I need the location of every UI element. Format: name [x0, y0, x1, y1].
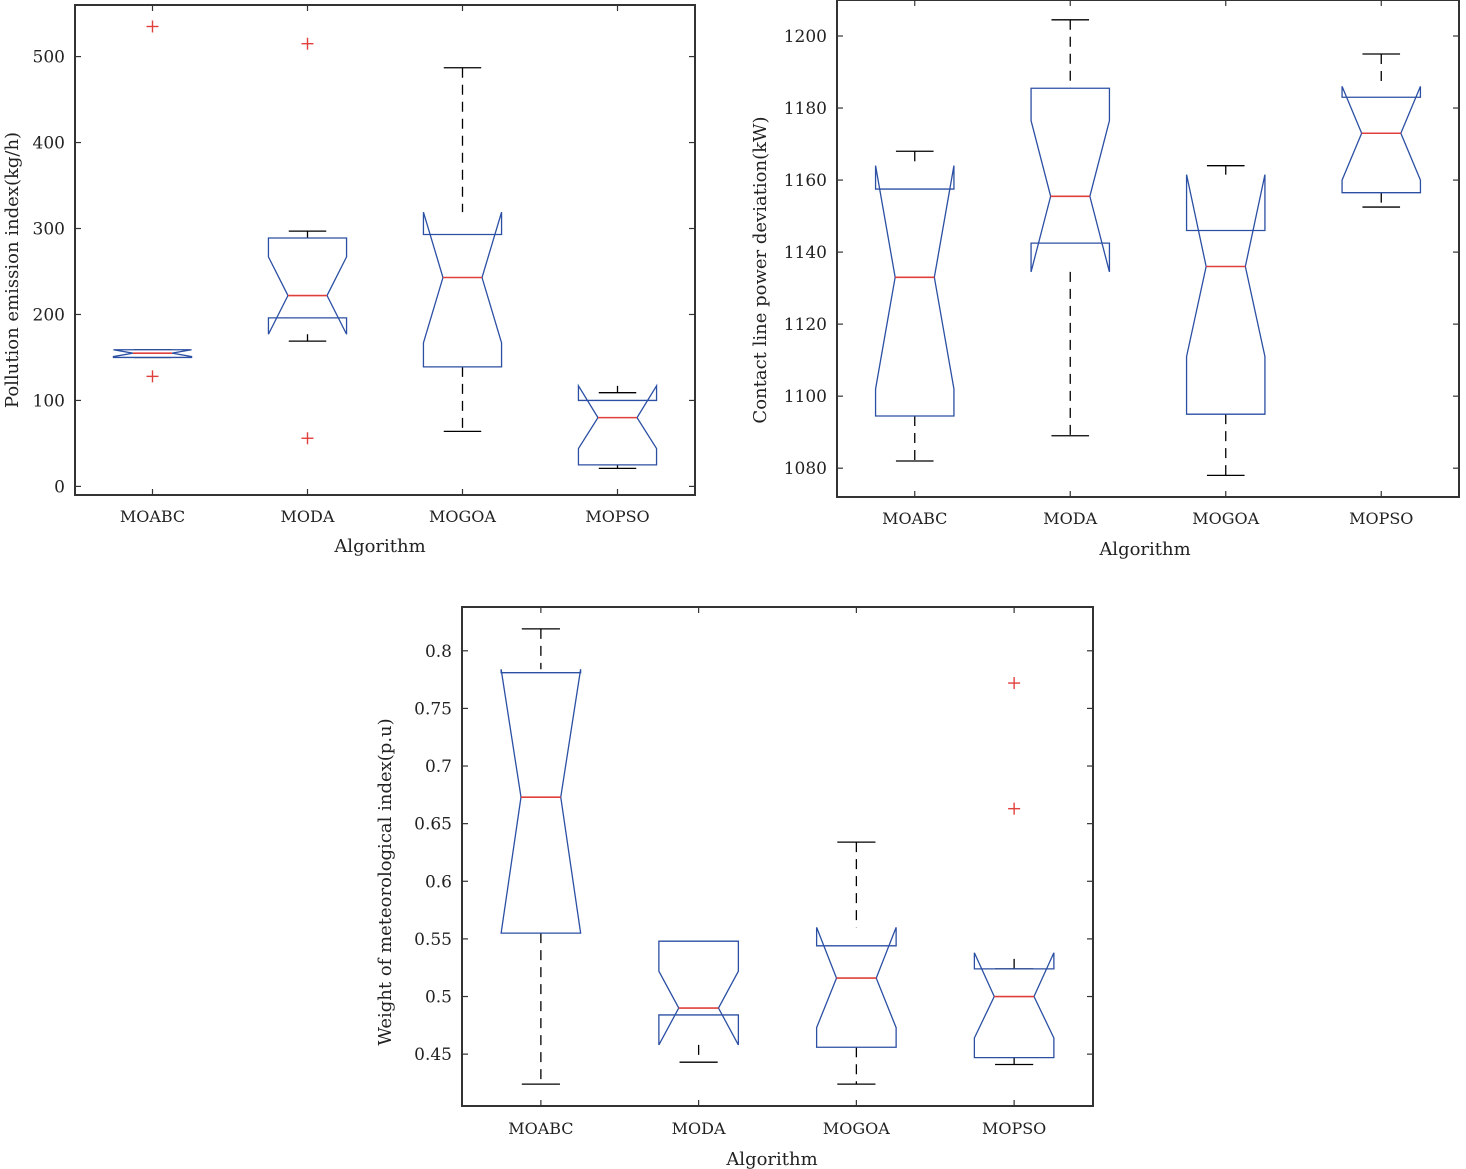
box-moabc	[874, 150, 955, 462]
outlier-marker	[301, 37, 314, 50]
y-tick-label: 1120	[784, 315, 827, 335]
outlier-marker	[301, 432, 314, 445]
notched-box	[1185, 174, 1266, 415]
y-tick-label: 500	[33, 48, 65, 68]
box-mopso	[1341, 53, 1422, 208]
notched-box	[815, 927, 897, 1048]
x-axis-label: Algorithm	[1098, 539, 1190, 560]
notched-box	[267, 237, 348, 335]
x-tick-label: MOPSO	[585, 507, 649, 526]
x-axis: MOABC MODA MOGOA MOPSO	[508, 607, 1046, 1138]
notched-box	[1030, 87, 1111, 273]
y-tick-label: 0.7	[425, 757, 452, 777]
y-tick-label: 0.5	[425, 988, 452, 1008]
box-mopso	[577, 383, 658, 470]
y-tick-label: 0	[54, 477, 65, 497]
y-axis: 0.45 0.5 0.55 0.6 0.65 0.7 0.75 0.8	[414, 642, 1093, 1065]
chart-pollution-emission: 0 100 200 300 400 500 MOABC MODA MOGOA MOPSO Algor…	[2, 4, 696, 557]
y-axis-label: Weight of meteorological index(p.u)	[375, 718, 396, 1045]
outlier-marker	[1008, 677, 1021, 690]
notched-box	[577, 383, 658, 466]
y-tick-label: 0.6	[425, 872, 452, 892]
x-axis-label: Algorithm	[333, 536, 425, 557]
x-tick-label: MOABC	[882, 509, 947, 528]
y-tick-label: 1100	[784, 387, 827, 407]
box-mogoa	[1185, 165, 1266, 477]
box-moabc	[500, 628, 582, 1085]
plot-frame	[74, 4, 696, 496]
notched-box	[973, 952, 1055, 1059]
chart-meteorological-weight: 0.45 0.5 0.55 0.6 0.65 0.7 0.75 0.8 MOABC MODA MOG…	[375, 606, 1094, 1169]
y-axis: 0 100 200 300 400 500	[33, 48, 695, 497]
y-tick-label: 1140	[784, 243, 827, 263]
box-moabc	[112, 20, 193, 383]
x-tick-label: MODA	[1043, 509, 1097, 528]
y-tick-label: 0.65	[414, 815, 452, 835]
y-tick-label: 100	[33, 391, 65, 411]
x-tick-label: MOPSO	[982, 1119, 1046, 1138]
x-axis: MOABC MODA MOGOA MOPSO	[882, 0, 1413, 528]
x-tick-label: MOABC	[120, 507, 185, 526]
plot-frame	[836, 0, 1460, 498]
notched-box	[422, 211, 503, 368]
y-tick-label: 1160	[784, 171, 827, 191]
y-tick-label: 300	[33, 220, 65, 240]
x-tick-label: MODA	[672, 1119, 726, 1138]
y-tick-label: 400	[33, 134, 65, 154]
x-tick-label: MODA	[281, 507, 335, 526]
y-tick-label: 1180	[784, 99, 827, 119]
box-mopso	[973, 677, 1055, 1066]
notched-box	[1341, 86, 1422, 194]
box-mogoa	[815, 841, 897, 1085]
notched-box	[500, 669, 582, 934]
y-tick-label: 0.75	[414, 699, 452, 719]
box-moda	[658, 940, 740, 1063]
y-tick-label: 200	[33, 305, 65, 325]
y-tick-label: 1080	[784, 459, 827, 479]
outlier-marker	[146, 370, 159, 383]
chart-contact-line-power: 1080 1100 1120 1140 1160 1180 1200 MOABC MODA MOG…	[750, 0, 1460, 560]
x-tick-label: MOABC	[508, 1119, 573, 1138]
y-tick-label: 0.55	[414, 930, 452, 950]
plot-frame	[461, 606, 1094, 1107]
y-tick-label: 0.8	[425, 642, 452, 662]
notched-box	[658, 940, 740, 1046]
outlier-marker	[1008, 802, 1021, 815]
x-tick-label: MOGOA	[823, 1119, 890, 1138]
y-axis-label: Pollution emission index(kg/h)	[2, 132, 23, 408]
box-moda	[1030, 19, 1111, 437]
outlier-marker	[146, 20, 159, 33]
x-axis-label: Algorithm	[725, 1149, 817, 1169]
box-moda	[267, 37, 348, 445]
notched-box	[874, 165, 955, 417]
box-mogoa	[422, 67, 503, 433]
y-tick-label: 1200	[784, 27, 827, 47]
x-tick-label: MOGOA	[1192, 509, 1259, 528]
x-tick-label: MOGOA	[429, 507, 496, 526]
y-axis-label: Contact line power deviation(kW)	[750, 116, 771, 423]
y-tick-label: 0.45	[414, 1045, 452, 1065]
x-axis: MOABC MODA MOGOA MOPSO	[120, 5, 650, 526]
x-tick-label: MOPSO	[1349, 509, 1413, 528]
y-axis: 1080 1100 1120 1140 1160 1180 1200	[784, 27, 1459, 479]
